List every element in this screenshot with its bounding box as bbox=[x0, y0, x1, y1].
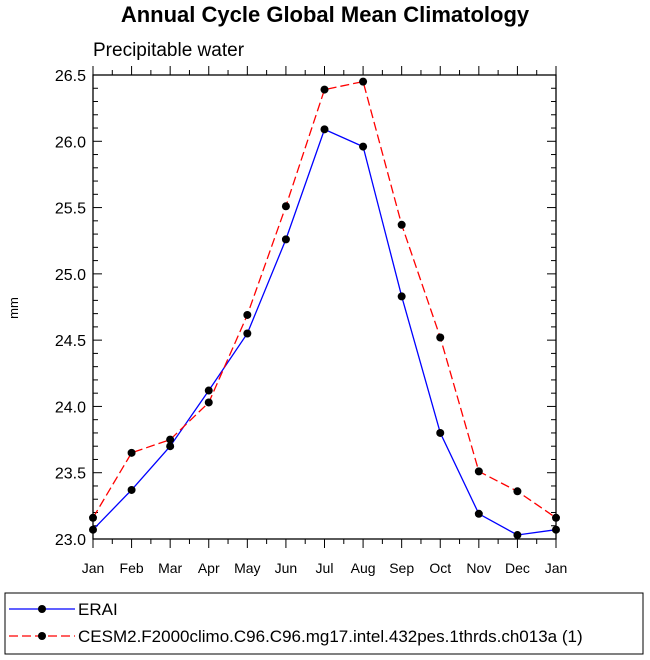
series-0-point bbox=[474, 509, 483, 518]
series-1-point bbox=[397, 220, 406, 229]
x-tick-label: Dec bbox=[505, 560, 530, 576]
legend-label-0: ERAI bbox=[78, 600, 118, 619]
series-line-1 bbox=[92, 80, 557, 519]
legend: ERAI CESM2.F2000climo.C96.C96.mg17.intel.… bbox=[9, 600, 583, 646]
series-1-point bbox=[359, 77, 368, 86]
x-tick-label: Aug bbox=[351, 560, 376, 576]
legend-box bbox=[4, 592, 644, 655]
series-0-point bbox=[436, 428, 445, 437]
legend-label-1: CESM2.F2000climo.C96.C96.mg17.intel.432p… bbox=[78, 627, 583, 646]
x-tick-label: Jun bbox=[275, 560, 298, 576]
y-tick-label: 23.0 bbox=[55, 532, 86, 549]
x-tick-label: Nov bbox=[466, 560, 491, 576]
x-tick-label: Mar bbox=[158, 560, 182, 576]
y-tick-label: 25.0 bbox=[55, 267, 86, 284]
axes: 23.0 23.5 24.0 24.5 25.0 25.5 26.0 26.5 Jan Feb Ma… bbox=[55, 66, 567, 576]
series-1-point bbox=[243, 310, 252, 319]
x-tick-label: Jul bbox=[316, 560, 334, 576]
chart-title: Annual Cycle Global Mean Climatology bbox=[121, 2, 530, 27]
legend-marker-0 bbox=[38, 605, 46, 613]
y-tick-label: 24.0 bbox=[55, 399, 86, 416]
series-0-point bbox=[320, 125, 329, 134]
plot-frame bbox=[92, 74, 557, 540]
y-tick-label: 26.0 bbox=[55, 134, 86, 151]
plot-series bbox=[89, 77, 560, 540]
x-tick-label: Apr bbox=[198, 560, 220, 576]
series-1-point bbox=[320, 85, 329, 94]
chart-subtitle: Precipitable water bbox=[93, 40, 245, 61]
x-tick-label: May bbox=[234, 560, 260, 576]
series-line-0 bbox=[92, 128, 557, 536]
series-1-point bbox=[127, 448, 136, 457]
y-axis-label: mm bbox=[6, 297, 21, 319]
series-1-point bbox=[474, 467, 483, 476]
series-0-point bbox=[243, 329, 252, 338]
series-0-point bbox=[281, 235, 290, 244]
series-1-point bbox=[513, 487, 522, 496]
x-tick-label: Oct bbox=[429, 560, 451, 576]
series-1-point bbox=[281, 202, 290, 211]
series-0-point bbox=[204, 386, 213, 395]
series-0-point bbox=[397, 292, 406, 301]
series-0-point bbox=[359, 142, 368, 151]
series-1-point bbox=[204, 398, 213, 407]
y-tick-label: 25.5 bbox=[55, 201, 86, 218]
y-tick-label: 24.5 bbox=[55, 333, 86, 350]
x-tick-label: Feb bbox=[120, 560, 144, 576]
series-1-point bbox=[436, 333, 445, 342]
series-0-point bbox=[513, 531, 522, 540]
legend-marker-1 bbox=[38, 632, 46, 640]
series-1-point bbox=[166, 435, 175, 444]
x-tick-label: Jan bbox=[82, 560, 105, 576]
x-tick-label: Jan bbox=[545, 560, 568, 576]
y-tick-label: 26.5 bbox=[55, 68, 86, 85]
series-0-point bbox=[166, 442, 175, 451]
y-tick-label: 23.5 bbox=[55, 466, 86, 483]
series-0-point bbox=[127, 485, 136, 494]
x-tick-label: Sep bbox=[389, 560, 414, 576]
